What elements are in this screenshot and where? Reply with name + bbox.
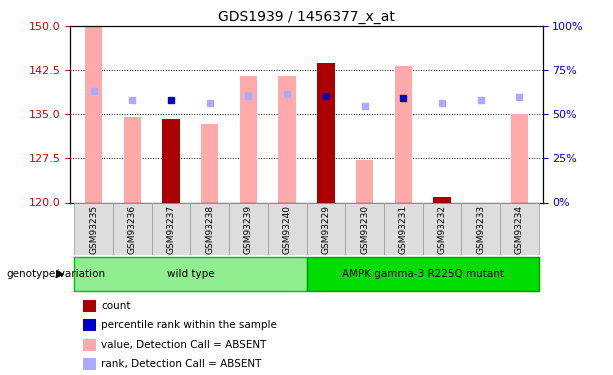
Text: GSM93236: GSM93236 <box>128 205 137 254</box>
Bar <box>306 257 539 291</box>
Title: GDS1939 / 1456377_x_at: GDS1939 / 1456377_x_at <box>218 10 395 24</box>
Bar <box>191 202 229 255</box>
Text: genotype/variation: genotype/variation <box>6 269 105 279</box>
Text: GSM93230: GSM93230 <box>360 205 369 254</box>
Bar <box>74 257 306 291</box>
Text: GSM93234: GSM93234 <box>515 205 524 254</box>
Text: GSM93232: GSM93232 <box>438 205 446 254</box>
Bar <box>152 202 191 255</box>
Text: GSM93233: GSM93233 <box>476 205 485 254</box>
Text: GSM93239: GSM93239 <box>244 205 253 254</box>
Bar <box>74 202 113 255</box>
Bar <box>306 202 345 255</box>
Text: GSM93240: GSM93240 <box>283 205 292 254</box>
Bar <box>268 202 306 255</box>
Text: GSM93229: GSM93229 <box>321 205 330 254</box>
Text: value, Detection Call = ABSENT: value, Detection Call = ABSENT <box>101 340 267 350</box>
Bar <box>124 117 141 202</box>
Text: AMPK gamma-3 R225Q mutant: AMPK gamma-3 R225Q mutant <box>341 269 503 279</box>
Text: percentile rank within the sample: percentile rank within the sample <box>101 320 277 330</box>
Bar <box>433 196 451 202</box>
Bar <box>356 160 373 202</box>
Bar <box>113 202 152 255</box>
Bar <box>201 124 218 202</box>
Bar <box>162 119 180 202</box>
Text: count: count <box>101 301 131 310</box>
Text: GSM93238: GSM93238 <box>205 205 215 254</box>
Bar <box>85 27 102 202</box>
Bar <box>500 202 539 255</box>
Bar <box>278 76 296 202</box>
Bar <box>422 202 461 255</box>
Bar <box>229 202 268 255</box>
Bar <box>511 114 528 202</box>
Text: GSM93235: GSM93235 <box>89 205 98 254</box>
Text: GSM93237: GSM93237 <box>167 205 175 254</box>
Text: GSM93231: GSM93231 <box>398 205 408 254</box>
Bar <box>317 63 335 202</box>
Bar <box>345 202 384 255</box>
Bar <box>240 76 257 202</box>
Text: wild type: wild type <box>167 269 215 279</box>
Bar <box>395 66 412 203</box>
Text: ▶: ▶ <box>56 269 64 279</box>
Bar <box>461 202 500 255</box>
Text: rank, Detection Call = ABSENT: rank, Detection Call = ABSENT <box>101 359 262 369</box>
Bar <box>384 202 422 255</box>
